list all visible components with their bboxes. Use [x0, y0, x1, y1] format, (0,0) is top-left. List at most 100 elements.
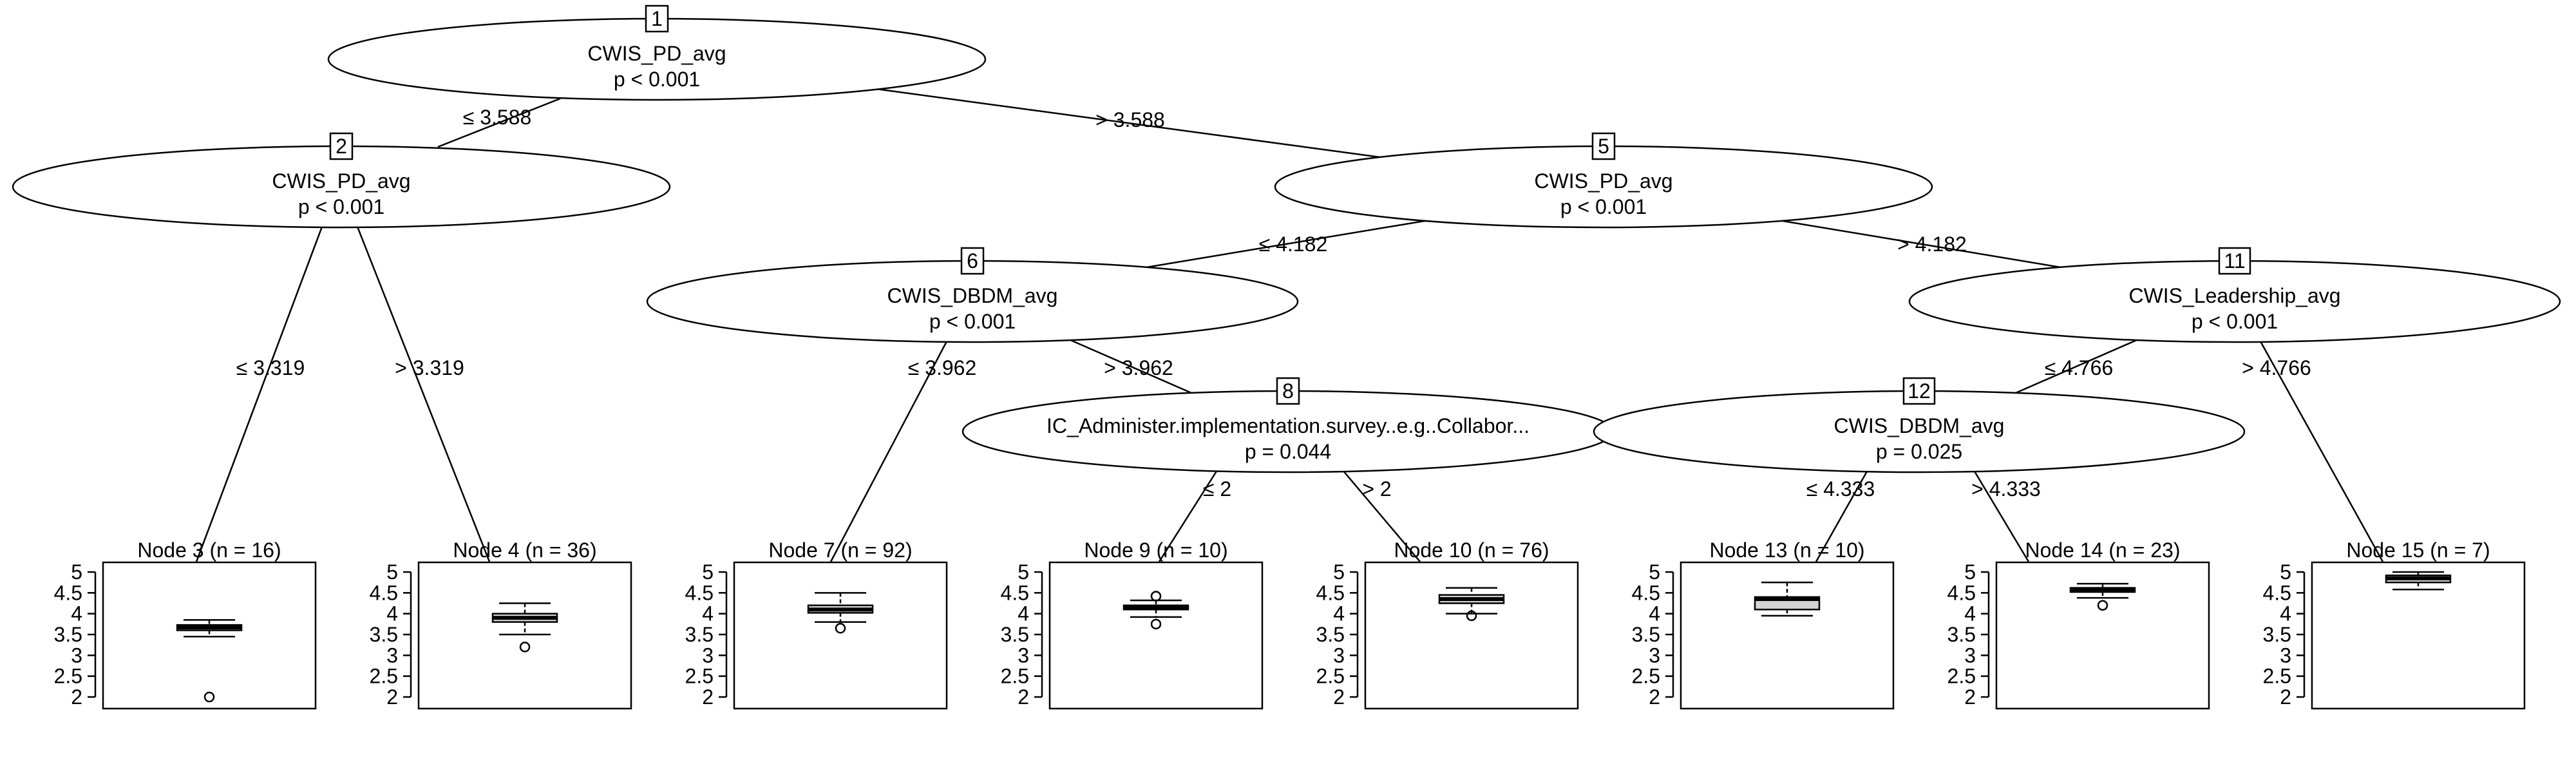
node-pvalue: p = 0.044 — [1245, 440, 1331, 463]
node-variable: IC_Administer.implementation.survey..e.g… — [1046, 414, 1530, 437]
outlier-point — [519, 642, 531, 653]
y-tick-label: 4.5 — [54, 581, 82, 604]
edge-label-12-13: ≤ 4.333 — [1806, 477, 1875, 501]
outlier-point — [204, 691, 215, 703]
y-tick-label: 2.5 — [1947, 665, 1976, 688]
edge-line-5-11 — [1770, 218, 2061, 269]
terminal-title: Node 4 (n = 36) — [453, 539, 596, 562]
edge-label-6-8: > 3.962 — [1104, 356, 1173, 379]
node-variable: CWIS_DBDM_avg — [887, 284, 1058, 307]
y-tick-label: 3 — [702, 644, 714, 667]
node-id-box — [1276, 377, 1300, 405]
y-tick-label: 2 — [1333, 685, 1345, 709]
y-tick-label: 4 — [1018, 602, 1029, 625]
edges-layer: ≤ 3.588 > 3.588 ≤ 3.319 > 3.319 ≤ 4.182 > 4.1… — [195, 88, 2384, 562]
edge-line-12-13 — [1815, 470, 1869, 562]
edge-line-12-14 — [1973, 470, 2030, 562]
node-pvalue: p < 0.001 — [298, 195, 384, 218]
node-pvalue: p = 0.025 — [1876, 440, 1962, 463]
edge-label-11-15: > 4.766 — [2242, 356, 2311, 379]
y-tick-label: 5 — [1649, 560, 1660, 584]
edge-label-5-6: ≤ 4.182 — [1259, 233, 1328, 256]
y-tick-label: 3 — [1018, 644, 1029, 667]
node-variable: CWIS_Leadership_avg — [2128, 284, 2340, 307]
edge-line-2-3 — [195, 226, 323, 562]
y-tick-label: 2 — [1018, 685, 1029, 709]
y-tick-label: 2 — [2280, 685, 2291, 709]
terminal-title: Node 13 (n = 10) — [1709, 539, 1864, 562]
plot-frame — [1364, 561, 1579, 710]
y-tick-label: 5 — [1964, 560, 1976, 584]
terminal-node-3: Node 3 (n = 16) 22.533.544.55 — [54, 539, 317, 710]
y-tick-label: 5 — [702, 560, 714, 584]
y-tick-label: 3 — [1649, 644, 1660, 667]
node-variable: CWIS_PD_avg — [272, 169, 410, 193]
y-tick-label: 4.5 — [1001, 581, 1029, 604]
edge-line-8-9 — [1158, 470, 1218, 562]
y-tick-label: 3.5 — [1632, 623, 1660, 646]
y-tick-label: 4.5 — [1316, 581, 1345, 604]
edge-label-2-3: ≤ 3.319 — [236, 356, 305, 379]
node-variable: CWIS_DBDM_avg — [1834, 414, 2005, 437]
node-id: 11 — [2224, 249, 2245, 272]
node-id: 5 — [1598, 135, 1609, 158]
y-tick-label: 2 — [1649, 685, 1660, 709]
node-variable: CWIS_PD_avg — [1534, 169, 1672, 193]
edge-line-1-2 — [437, 97, 561, 148]
y-tick-label: 3 — [1333, 644, 1345, 667]
y-tick-label: 3.5 — [1001, 623, 1029, 646]
terminal-title: Node 7 (n = 92) — [768, 539, 912, 562]
terminal-node-15: Node 15 (n = 7) 22.533.544.55 — [2263, 539, 2526, 710]
y-tick-label: 2.5 — [1632, 665, 1660, 688]
y-tick-label: 3.5 — [1316, 623, 1345, 646]
edge-line-11-12 — [2015, 338, 2139, 394]
y-tick-label: 4.5 — [685, 581, 714, 604]
terminal-node-13: Node 13 (n = 10) 22.533.544.55 — [1632, 539, 1895, 710]
outlier-point — [2097, 600, 2108, 611]
y-tick-label: 2.5 — [370, 665, 398, 688]
node-pvalue: p < 0.001 — [929, 310, 1016, 333]
outlier-point — [1466, 610, 1477, 622]
terminal-node-7: Node 7 (n = 92) 22.533.544.55 — [685, 539, 948, 710]
y-tick-label: 4 — [1333, 602, 1345, 625]
y-tick-label: 5 — [386, 560, 398, 584]
terminal-node-10: Node 10 (n = 76) 22.533.544.55 — [1316, 539, 1579, 710]
outlier-point — [1150, 591, 1162, 602]
edge-label-1-2: ≤ 3.588 — [463, 106, 532, 129]
y-tick-label: 2 — [702, 685, 714, 709]
terminal-title: Node 15 (n = 7) — [2346, 539, 2490, 562]
node-pvalue: p < 0.001 — [614, 68, 700, 91]
edge-line-5-6 — [1146, 218, 1437, 269]
outlier-point — [835, 623, 846, 634]
plot-frame — [2311, 561, 2526, 710]
node-variable: CWIS_PD_avg — [587, 42, 726, 65]
edge-line-6-8 — [1068, 338, 1192, 394]
edge-line-2-4 — [356, 226, 491, 562]
y-tick-label: 2 — [386, 685, 398, 709]
plot-frame — [1680, 561, 1895, 710]
y-tick-label: 2.5 — [1001, 665, 1029, 688]
y-tick-label: 4.5 — [1632, 581, 1660, 604]
y-tick-label: 3 — [2280, 644, 2291, 667]
node-id: 12 — [1908, 379, 1931, 403]
node-id-box — [1902, 377, 1936, 405]
y-tick-label: 5 — [1018, 560, 1029, 584]
edge-line-8-10 — [1342, 470, 1421, 562]
inner-node-8: 8 IC_Administer.implementation.survey..e.… — [961, 377, 1615, 473]
y-tick-label: 2 — [1964, 685, 1976, 709]
terminal-node-4: Node 4 (n = 36) 22.533.544.55 — [370, 539, 632, 710]
edge-label-12-14: > 4.333 — [1971, 477, 2041, 501]
node-id-box — [1591, 132, 1616, 160]
terminal-title: Node 3 (n = 16) — [137, 539, 281, 562]
node-id-box — [645, 5, 669, 33]
node-pvalue: p < 0.001 — [1560, 195, 1647, 218]
y-tick-label: 3 — [386, 644, 398, 667]
node-id: 6 — [967, 249, 978, 272]
plot-frame — [733, 561, 948, 710]
edge-label-8-9: ≤ 2 — [1203, 477, 1231, 501]
